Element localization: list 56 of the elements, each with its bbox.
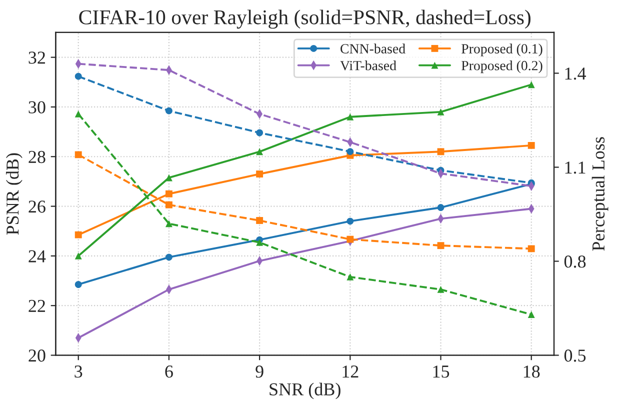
point: [528, 245, 535, 252]
point: [74, 72, 82, 80]
point: [437, 204, 444, 211]
y-tick-label: 30: [28, 101, 46, 114]
point: [437, 242, 444, 250]
point: [346, 148, 354, 156]
y-tick-label: 28: [28, 150, 46, 164]
point: [346, 218, 354, 225]
y2-tick-label: 0.5: [564, 350, 586, 362]
point: [346, 273, 354, 280]
point: [256, 170, 264, 178]
point: [165, 254, 172, 261]
y2-tick-label: 1.1: [565, 162, 586, 174]
point: [346, 113, 354, 120]
x-tick-label: 6: [165, 366, 173, 378]
point: [437, 108, 444, 116]
y-tick-label: 22: [28, 300, 45, 312]
point: [528, 142, 535, 149]
point: [528, 81, 535, 88]
legend-label: Proposed (0.2): [462, 60, 542, 74]
point: [437, 148, 444, 156]
point: [74, 151, 82, 158]
point: [528, 311, 535, 318]
point: [74, 281, 82, 288]
point: [256, 238, 264, 246]
x-axis-title: SNR (dB): [270, 382, 340, 400]
y2-axis-title: Perceptual Loss: [592, 137, 608, 251]
point: [165, 220, 172, 228]
x-tick-label: 12: [342, 366, 358, 378]
legend-label: ViT-based: [340, 60, 396, 70]
point: [165, 107, 172, 114]
y-tick-label: 24: [28, 250, 46, 262]
legend-label: CNN-based: [340, 44, 406, 54]
point: [74, 110, 82, 118]
y-tick-label: 20: [28, 350, 46, 362]
point: [165, 190, 172, 198]
point: [165, 201, 172, 208]
x-tick-label: 9: [256, 366, 264, 378]
x-tick-label: 3: [74, 366, 82, 378]
y2-tick-label: 0.8: [564, 255, 586, 268]
x-tick-label: 15: [433, 366, 450, 378]
y2-tick-label: 1.4: [565, 68, 586, 80]
y-axis-title: PSNR (dB): [6, 153, 22, 235]
point: [437, 286, 444, 293]
point: [256, 129, 264, 136]
point: [74, 231, 82, 238]
point: [346, 236, 354, 243]
point: [165, 174, 172, 182]
legend-label: Proposed (0.1): [462, 44, 542, 56]
y-tick-label: 32: [28, 52, 45, 64]
y-tick-label: 26: [28, 200, 46, 213]
x-tick-label: 18: [524, 365, 540, 378]
point: [256, 217, 264, 224]
point: [256, 148, 264, 156]
chart-title: CIFAR-10 over Rayleigh (solid=PSNR, dashed=Loss): [79, 10, 530, 29]
point: [74, 252, 82, 260]
